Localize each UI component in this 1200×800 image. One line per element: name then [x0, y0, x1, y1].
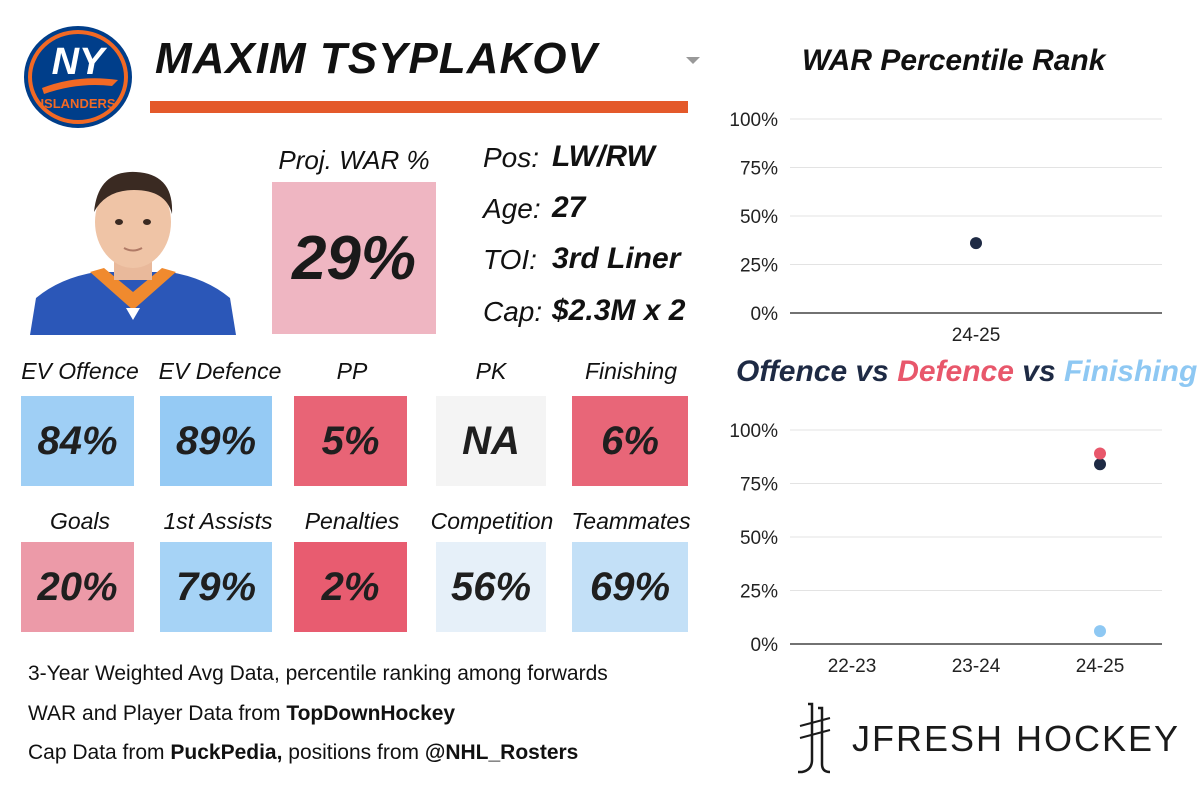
svg-text:ISLANDERS: ISLANDERS	[40, 96, 115, 111]
footer-line-3: Cap Data from PuckPedia, positions from …	[28, 741, 578, 765]
y-tick-label: 75%	[740, 475, 778, 496]
tile-value-first-assists: 79%	[175, 564, 257, 609]
tile-label-first-assists: 1st Assists	[163, 508, 273, 534]
footer-line-2: WAR and Player Data from TopDownHockey	[28, 702, 455, 726]
player-headshot	[30, 160, 236, 335]
tile-penalties: 2%	[294, 542, 407, 632]
tile-finishing: 6%	[572, 396, 688, 486]
x-tick-label: 24-25	[1076, 656, 1125, 677]
player-name: MAXIM TSYPLAKOV	[155, 34, 598, 83]
chart-title-war: WAR Percentile Rank	[802, 44, 1106, 77]
title-vs-2: vs	[1013, 355, 1064, 388]
tile-label-teammates: Teammates	[571, 508, 691, 534]
y-tick-label: 100%	[729, 421, 778, 442]
team-logo: NY ISLANDERS	[20, 22, 136, 132]
proj-war-box: 29%	[272, 182, 436, 334]
footer-line-3-prefix: Cap Data from	[28, 741, 171, 764]
footer-source-topdownhockey: TopDownHockey	[286, 702, 456, 725]
name-underline	[150, 101, 688, 113]
tile-value-competition: 56%	[450, 564, 532, 609]
jfresh-logo-icon	[790, 700, 840, 781]
tile-value-finishing: 6%	[601, 418, 659, 463]
data-point-offence	[1094, 458, 1106, 471]
tile-label-pp: PP	[336, 358, 368, 384]
cap-value: $2.3M x 2	[552, 294, 686, 327]
data-point-war	[970, 237, 982, 250]
tile-value-teammates: 69%	[589, 564, 671, 609]
footer-line-3-mid: positions from	[282, 741, 425, 764]
chart-title-offence-defence-finishing: Offence vs Defence vs Finishing	[736, 355, 1197, 389]
tile-label-competition: Competition	[430, 508, 554, 534]
title-finishing: Finishing	[1063, 355, 1198, 388]
x-tick-label: 22-23	[828, 656, 877, 677]
cap-label: Cap:	[483, 296, 543, 327]
tile-label-penalties: Penalties	[304, 508, 400, 534]
y-tick-label: 0%	[751, 304, 779, 325]
tile-value-ev-defence: 89%	[175, 418, 257, 463]
x-tick-label: 24-25	[952, 325, 1001, 346]
war-percentile-chart: 0% 25% 50% 75% 100% 24-25	[729, 110, 1162, 346]
tile-label-ev-defence: EV Defence	[158, 358, 282, 384]
data-point-defence	[1094, 447, 1106, 460]
footer-source-puckpedia: PuckPedia,	[170, 741, 283, 764]
brand-text: JFRESH HOCKEY	[852, 718, 1181, 759]
tile-value-goals: 20%	[37, 564, 118, 609]
data-point-finishing	[1094, 625, 1106, 638]
title-vs-1: vs	[847, 355, 898, 388]
offence-defence-finishing-chart: 0% 25% 50% 75% 100% 22-23 23-24 24-25	[729, 421, 1162, 677]
tile-value-pp: 5%	[321, 418, 380, 463]
proj-war-value: 29%	[291, 223, 417, 293]
tile-value-ev-offence: 84%	[37, 418, 118, 463]
chevron-down-icon[interactable]	[686, 57, 700, 64]
pos-label: Pos:	[483, 142, 540, 173]
y-tick-label: 75%	[740, 159, 778, 180]
title-defence: Defence	[897, 355, 1014, 388]
footer-line-1: 3-Year Weighted Avg Data, percentile ran…	[28, 662, 608, 685]
toi-label: TOI:	[483, 244, 537, 275]
tile-label-finishing: Finishing	[584, 358, 678, 384]
tile-goals: 20%	[21, 542, 134, 632]
toi-value: 3rd Liner	[552, 242, 681, 275]
pos-value: LW/RW	[552, 140, 655, 173]
tile-ev-defence: 89%	[160, 396, 272, 486]
title-offence: Offence	[736, 355, 848, 388]
tile-pk: NA	[436, 396, 546, 486]
proj-war-label: Proj. WAR %	[278, 145, 430, 175]
tile-label-pk: PK	[475, 358, 507, 384]
y-tick-label: 100%	[729, 110, 778, 131]
tile-competition: 56%	[436, 542, 546, 632]
y-tick-label: 25%	[740, 256, 778, 277]
age-value: 27	[552, 191, 586, 224]
svg-text:NY: NY	[52, 41, 108, 83]
tile-ev-offence: 84%	[21, 396, 134, 486]
tile-value-pk: NA	[462, 418, 520, 463]
tile-label-goals: Goals	[49, 508, 111, 534]
tile-teammates: 69%	[572, 542, 688, 632]
y-tick-label: 0%	[751, 635, 779, 656]
y-tick-label: 50%	[740, 528, 778, 549]
y-tick-label: 50%	[740, 207, 778, 228]
tile-first-assists: 79%	[160, 542, 272, 632]
x-tick-label: 23-24	[952, 656, 1001, 677]
age-label: Age:	[483, 193, 541, 224]
footer-line-2-prefix: WAR and Player Data from	[28, 702, 287, 725]
footer-source-nhl-rosters: @NHL_Rosters	[424, 741, 579, 764]
y-tick-label: 25%	[740, 582, 778, 603]
tile-label-ev-offence: EV Offence	[21, 358, 139, 384]
tile-value-penalties: 2%	[321, 564, 380, 609]
tile-pp: 5%	[294, 396, 407, 486]
